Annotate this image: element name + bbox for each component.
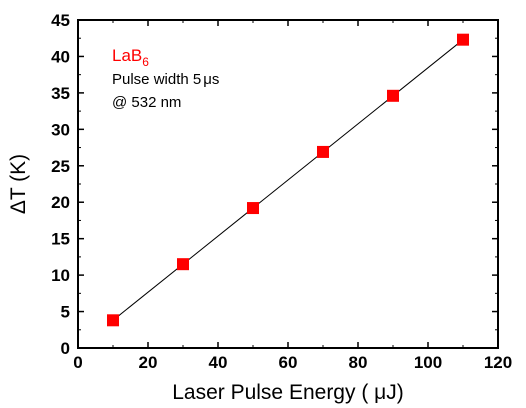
data-point [177, 258, 189, 271]
legend-material: LaB6 [112, 46, 149, 69]
material-subscript: 6 [142, 55, 149, 69]
y-tick-label: 30 [51, 120, 70, 139]
x-tick-label: 40 [209, 353, 228, 372]
data-point [387, 89, 399, 102]
y-tick-label: 5 [61, 303, 70, 322]
material-main: LaB [112, 46, 142, 65]
pulse-width-unit: μs [203, 71, 219, 88]
x-tick-label: 80 [349, 353, 368, 372]
x-tick-label: 0 [73, 353, 82, 372]
x-tick-label: 120 [484, 353, 512, 372]
data-points [107, 33, 469, 327]
axis-ticks [77, 19, 499, 349]
y-axis-label-delta: Δ [7, 200, 30, 214]
y-tick-label: 40 [51, 47, 70, 66]
y-tick-label: 20 [51, 193, 70, 212]
y-axis-label-rest: T (K) [7, 154, 30, 200]
fit-line [112, 39, 464, 321]
x-tick-label: 60 [279, 353, 298, 372]
y-tick-label: 35 [51, 84, 70, 103]
y-tick-label: 25 [51, 157, 70, 176]
plot-frame [77, 19, 499, 349]
pulse-width-annotation: Pulse width 5 μs [112, 71, 219, 88]
x-axis-label-mu: μ [374, 381, 386, 404]
x-tick-label: 100 [414, 353, 442, 372]
y-tick-label: 15 [51, 230, 70, 249]
y-tick-label: 45 [51, 11, 70, 30]
x-axis-label: Laser Pulse Energy ( μJ) [172, 381, 404, 404]
x-axis-label-part2: J) [386, 381, 404, 404]
data-point [247, 202, 259, 215]
pulse-width-prefix: Pulse width 5 [112, 71, 201, 88]
y-axis-label: ΔT (K) [7, 154, 30, 214]
data-point [317, 145, 329, 158]
y-tick-label: 0 [61, 339, 70, 358]
data-point [107, 314, 119, 327]
wavelength-annotation: @ 532 nm [112, 94, 181, 111]
x-axis-label-part1: Laser Pulse Energy ( [172, 381, 374, 404]
y-tick-label: 10 [51, 266, 70, 285]
tick-labels: 0 20 40 60 80 100 120 0 5 10 15 20 25 30 35 40 45 [51, 11, 512, 372]
data-point [457, 33, 469, 46]
x-tick-label: 20 [139, 353, 158, 372]
